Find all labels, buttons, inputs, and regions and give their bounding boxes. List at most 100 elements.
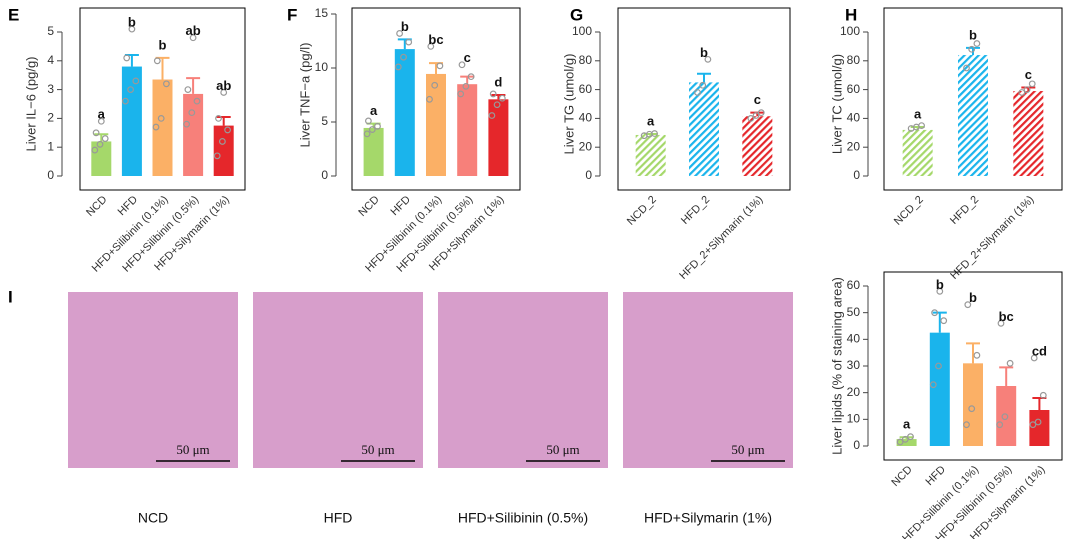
bar <box>635 134 666 176</box>
data-point <box>489 90 497 98</box>
x-tick-label: NCD <box>84 194 109 219</box>
data-point <box>1006 359 1014 367</box>
data-point <box>427 43 435 50</box>
data-point <box>132 77 140 85</box>
data-point <box>189 34 197 42</box>
y-tick-label: 4 <box>47 53 54 67</box>
data-point <box>218 138 226 145</box>
data-point <box>91 146 99 154</box>
bar <box>996 386 1017 446</box>
y-tick-label: 80 <box>579 53 593 67</box>
bar <box>1029 410 1050 446</box>
y-tick-label: 0 <box>47 168 54 182</box>
y-tick-label: 5 <box>47 24 54 38</box>
panel-label: H <box>845 5 857 24</box>
data-point <box>431 81 439 89</box>
data-point <box>1023 86 1031 93</box>
image-caption: NCD <box>138 510 168 526</box>
y-axis-label: Liver lipids (% of staining area) <box>829 277 844 455</box>
significance-label: a <box>370 103 378 118</box>
x-tick-label: NCD <box>356 194 381 219</box>
significance-label: c <box>464 50 471 65</box>
significance-label: b <box>159 37 167 52</box>
y-tick-label: 1 <box>47 139 54 153</box>
plot-frame <box>883 7 1063 191</box>
tissue <box>68 292 238 468</box>
bar <box>363 127 384 176</box>
data-point <box>152 123 160 131</box>
significance-label: c <box>1025 67 1032 82</box>
data-point <box>127 86 135 93</box>
significance-label: cd <box>1032 343 1047 358</box>
data-point <box>973 40 981 47</box>
significance-label: ab <box>216 78 231 93</box>
data-point <box>651 130 658 137</box>
data-point <box>1018 89 1026 96</box>
data-point <box>363 130 371 138</box>
bar <box>742 116 773 176</box>
y-tick-label: 0 <box>853 168 860 182</box>
significance-label: b <box>128 15 136 30</box>
x-tick-label: NCD <box>889 464 914 489</box>
data-point <box>1030 354 1038 362</box>
y-tick-label: 10 <box>315 60 329 74</box>
data-point <box>123 54 131 62</box>
bar <box>689 82 719 176</box>
x-tick-label: NCD_2 <box>892 194 926 228</box>
scale-bar-label: 50 μm <box>731 442 764 457</box>
bar <box>426 73 446 176</box>
y-axis-label: Liver TG (umol/g) <box>561 54 576 155</box>
y-tick-label: 60 <box>579 82 593 96</box>
tissue <box>438 292 608 468</box>
error-bar <box>999 366 1014 386</box>
bar <box>394 49 415 176</box>
y-tick-label: 60 <box>847 278 861 292</box>
data-point <box>101 135 109 142</box>
data-point <box>224 126 232 134</box>
plot-frame <box>351 7 521 191</box>
error-bar <box>186 77 201 94</box>
data-point <box>467 73 475 81</box>
significance-label: a <box>903 417 911 432</box>
y-tick-label: 20 <box>847 385 861 399</box>
significance-label: b <box>700 45 708 60</box>
significance-label: b <box>401 19 409 34</box>
bar <box>963 363 983 446</box>
data-point <box>374 122 381 130</box>
x-tick-label: HFD <box>924 464 949 489</box>
data-point <box>704 55 712 63</box>
data-point <box>1039 391 1047 399</box>
error-bar <box>966 342 980 364</box>
y-tick-label: 0 <box>853 438 860 452</box>
significance-label: ab <box>186 23 201 38</box>
plot-frame <box>883 271 1063 461</box>
y-tick-label: 80 <box>847 53 861 67</box>
data-point <box>918 122 925 129</box>
bar <box>183 93 204 176</box>
data-point <box>368 126 376 133</box>
data-point <box>940 317 948 325</box>
data-point <box>968 45 976 53</box>
significance-label: c <box>754 92 761 107</box>
x-tick-label: HFD_2 <box>679 194 712 227</box>
data-point <box>931 309 938 317</box>
data-point <box>193 97 201 105</box>
data-point <box>365 117 372 125</box>
data-point <box>462 82 470 90</box>
error-bar <box>216 115 231 126</box>
y-tick-label: 40 <box>579 111 593 125</box>
data-point <box>498 94 506 102</box>
error-bar <box>932 311 947 333</box>
data-point <box>907 433 914 441</box>
bar <box>902 129 933 176</box>
data-point <box>997 319 1005 327</box>
data-point <box>1034 418 1042 426</box>
data-point <box>405 38 413 46</box>
y-axis-label: Liver TC (umol/g) <box>829 54 844 154</box>
data-point <box>183 120 191 128</box>
error-bar <box>155 56 170 80</box>
y-tick-label: 3 <box>47 82 54 96</box>
data-point <box>188 109 196 117</box>
bar <box>457 84 478 176</box>
